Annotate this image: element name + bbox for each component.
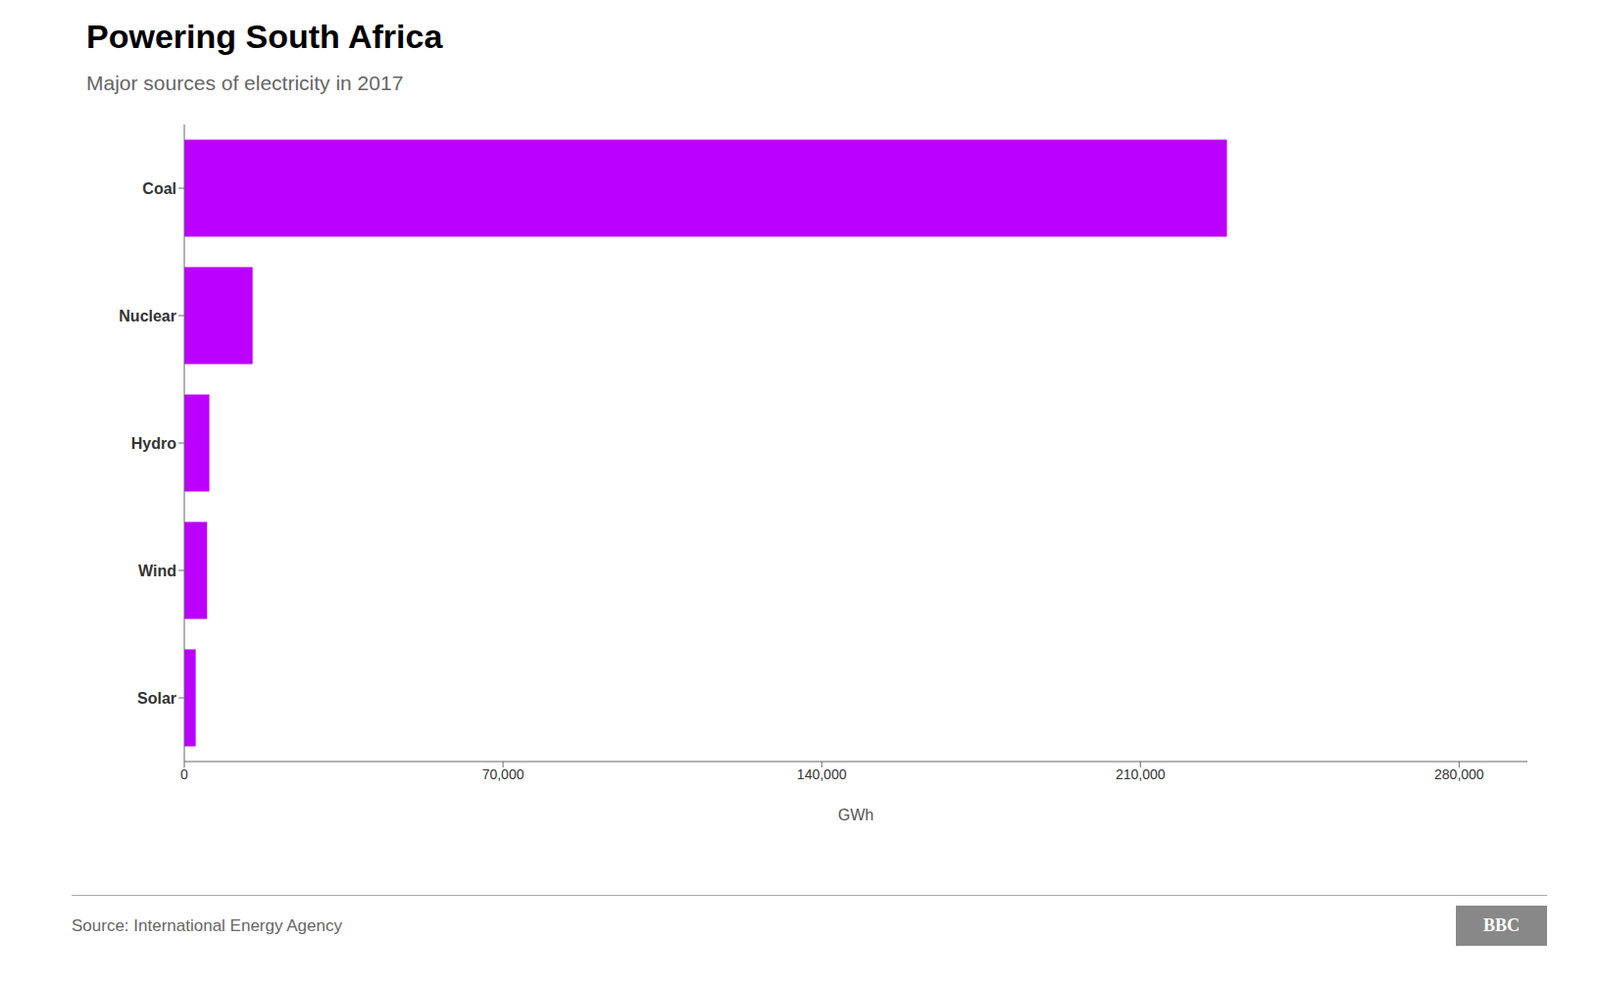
svg-text:210,000: 210,000: [1115, 766, 1166, 783]
html-text:Major sources of electricity i: Major sources of electricity in 2017: [86, 71, 404, 95]
svg-text:Nuclear: Nuclear: [118, 307, 177, 325]
svg-text:GWh: GWh: [838, 806, 874, 824]
svg-text:280,000: 280,000: [1434, 766, 1485, 783]
svg-text:0: 0: [180, 766, 189, 783]
svg-text:Wind: Wind: [138, 562, 177, 580]
html-text:Source: International Energy A: Source: International Energy Agency: [71, 916, 343, 935]
svg-text:Solar: Solar: [137, 690, 177, 707]
html-text:Powering South Africa: Powering South Africa: [86, 17, 443, 55]
svg-text:70,000: 70,000: [482, 766, 525, 783]
html-text:BBC: BBC: [1483, 915, 1520, 936]
svg-text:Hydro: Hydro: [131, 435, 177, 452]
svg-text:140,000: 140,000: [797, 766, 848, 783]
svg-text:Coal: Coal: [142, 180, 177, 198]
